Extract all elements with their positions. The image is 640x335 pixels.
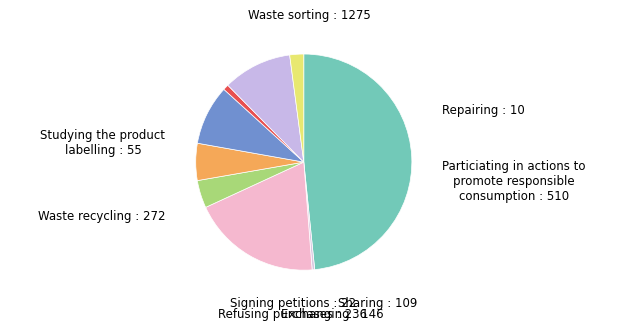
Text: Sharing : 109: Sharing : 109 xyxy=(337,297,417,310)
Text: Exchanging : 146: Exchanging : 146 xyxy=(280,308,383,321)
Wedge shape xyxy=(304,162,315,270)
Wedge shape xyxy=(290,54,304,162)
Wedge shape xyxy=(224,85,304,162)
Wedge shape xyxy=(304,54,412,270)
Text: Studying the product
labelling : 55: Studying the product labelling : 55 xyxy=(40,129,166,157)
Text: Particiating in actions to
promote responsible
consumption : 510: Particiating in actions to promote respo… xyxy=(442,160,586,203)
Wedge shape xyxy=(228,55,304,162)
Text: Refusing purchases : 236: Refusing purchases : 236 xyxy=(218,308,367,321)
Text: Repairing : 10: Repairing : 10 xyxy=(442,104,525,117)
Wedge shape xyxy=(197,162,304,207)
Wedge shape xyxy=(205,162,312,270)
Text: Waste recycling : 272: Waste recycling : 272 xyxy=(38,210,166,223)
Text: Signing petitions : 22: Signing petitions : 22 xyxy=(230,297,356,310)
Wedge shape xyxy=(196,143,304,181)
Wedge shape xyxy=(197,89,304,162)
Text: Waste sorting : 1275: Waste sorting : 1275 xyxy=(248,9,371,22)
